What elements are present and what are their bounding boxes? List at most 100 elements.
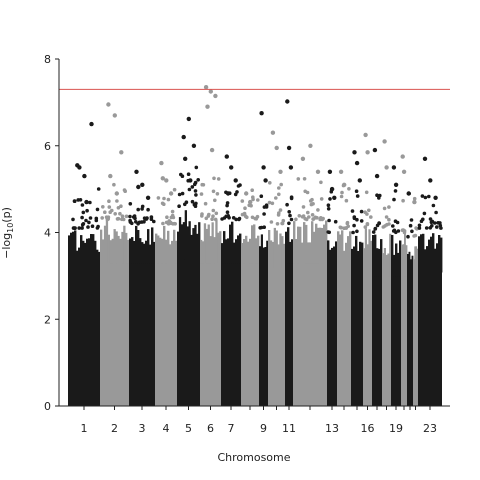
chromosome-envelope-1 bbox=[92, 234, 95, 273]
chromosome-envelope-11 bbox=[291, 239, 294, 264]
chromosome-envelope-12 bbox=[321, 228, 324, 264]
chromosome-band-7 bbox=[221, 262, 241, 406]
snp-point bbox=[259, 194, 264, 198]
chromosome-envelope-3 bbox=[145, 240, 148, 264]
snp-peak-point bbox=[352, 150, 357, 155]
chromosome-band-21 bbox=[407, 280, 413, 406]
snp-point bbox=[428, 226, 433, 230]
chromosome-envelope-5 bbox=[198, 222, 201, 260]
snp-point bbox=[365, 212, 369, 216]
chromosome-envelope-6 bbox=[201, 241, 205, 264]
chromosome-envelope-3 bbox=[143, 243, 146, 264]
chromosome-envelope-11 bbox=[289, 241, 292, 264]
chromosome-envelope-1 bbox=[86, 238, 89, 273]
x-tick-label-chr-16: 16 bbox=[361, 422, 375, 435]
x-tick-label-chr-1: 1 bbox=[81, 422, 88, 435]
snp-point bbox=[309, 202, 314, 207]
chromosome-envelope-14 bbox=[341, 230, 344, 273]
chromosome-envelope-8 bbox=[251, 225, 254, 264]
chromosome-envelope-15 bbox=[361, 242, 364, 273]
chromosome-envelope-2 bbox=[107, 234, 110, 264]
snp-peak-point bbox=[114, 191, 120, 196]
snp-point bbox=[306, 210, 310, 215]
snp-point bbox=[193, 180, 198, 185]
chromosome-envelope-12 bbox=[305, 224, 308, 264]
snp-peak-point bbox=[278, 169, 283, 174]
snp-point bbox=[132, 214, 137, 218]
chromosome-band-9 bbox=[259, 267, 268, 406]
snp-point bbox=[396, 229, 401, 233]
snp-peak-point bbox=[181, 134, 186, 140]
snp-point bbox=[225, 203, 229, 208]
snp-point bbox=[193, 204, 198, 208]
x-tick-label-chr-23: 23 bbox=[423, 422, 437, 435]
y-axis-label: −log10(p) bbox=[0, 207, 15, 259]
snp-peak-point bbox=[363, 132, 368, 138]
snp-point bbox=[201, 183, 206, 187]
snp-point bbox=[308, 199, 313, 203]
snp-peak-point bbox=[433, 195, 438, 200]
chromosome-envelope-3 bbox=[141, 242, 144, 264]
chromosome-envelope-12 bbox=[293, 221, 296, 264]
chromosome-envelope-5 bbox=[177, 231, 180, 260]
chromosome-envelope-23 bbox=[424, 249, 427, 273]
chromosome-envelope-8 bbox=[241, 243, 244, 264]
snp-point bbox=[274, 196, 278, 200]
snp-point bbox=[302, 177, 307, 181]
snp-point bbox=[277, 186, 281, 190]
snp-point bbox=[118, 211, 122, 216]
snp-point bbox=[186, 172, 191, 176]
x-tick-label-chr-7: 7 bbox=[228, 422, 235, 435]
chromosome-envelope-3 bbox=[147, 229, 150, 264]
chromosome-envelope-12 bbox=[295, 239, 298, 264]
chromosome-envelope-2 bbox=[113, 229, 116, 264]
snp-peak-point bbox=[183, 156, 188, 161]
chromosome-envelope-12 bbox=[319, 227, 322, 264]
chromosome-envelope-4 bbox=[173, 229, 176, 264]
snp-point bbox=[339, 225, 344, 230]
chromosome-envelope-3 bbox=[149, 244, 152, 264]
snp-point bbox=[344, 198, 349, 203]
chromosome-envelope-12 bbox=[317, 227, 320, 264]
snp-point bbox=[401, 198, 405, 203]
snp-peak-point bbox=[372, 147, 378, 153]
snp-point bbox=[364, 190, 369, 195]
snp-point bbox=[333, 219, 338, 224]
chromosome-band-19 bbox=[391, 275, 401, 406]
chromosome-envelope-2 bbox=[125, 232, 128, 264]
snp-point bbox=[359, 219, 364, 223]
snp-point bbox=[319, 197, 324, 201]
chromosome-envelope-1 bbox=[70, 232, 73, 273]
chromosome-band-13 bbox=[327, 271, 337, 406]
snp-point bbox=[278, 208, 283, 212]
snp-point bbox=[300, 215, 305, 219]
chromosome-envelope-12 bbox=[323, 224, 326, 264]
chromosome-envelope-23 bbox=[418, 236, 421, 273]
chromosome-envelope-20 bbox=[401, 244, 403, 277]
chromosome-band-4 bbox=[155, 262, 177, 406]
snp-point bbox=[213, 198, 217, 203]
snp-peak-point bbox=[412, 199, 417, 205]
snp-peak-point bbox=[203, 85, 209, 90]
snp-point bbox=[140, 204, 145, 209]
chromosome-band-23 bbox=[418, 271, 442, 406]
chromosome-envelope-3 bbox=[137, 230, 140, 264]
chromosome-envelope-10 bbox=[273, 227, 276, 269]
chromosome-envelope-5 bbox=[180, 224, 184, 260]
snp-point bbox=[373, 226, 378, 231]
chromosome-envelope-3 bbox=[139, 238, 142, 264]
chromosome-envelope-1 bbox=[80, 235, 83, 273]
chromosome-envelope-1 bbox=[82, 240, 85, 273]
x-tick-label-chr-6: 6 bbox=[207, 422, 214, 435]
snp-point bbox=[190, 199, 195, 204]
chromosome-envelope-11 bbox=[285, 231, 288, 264]
snp-point bbox=[88, 200, 92, 205]
snp-point bbox=[226, 214, 230, 218]
snp-point bbox=[277, 192, 281, 197]
chromosome-envelope-1 bbox=[98, 251, 101, 273]
snp-point bbox=[73, 226, 77, 230]
snp-point bbox=[294, 217, 298, 222]
snp-point bbox=[377, 196, 381, 200]
snp-point bbox=[280, 221, 285, 226]
chromosome-band-14 bbox=[337, 271, 351, 406]
